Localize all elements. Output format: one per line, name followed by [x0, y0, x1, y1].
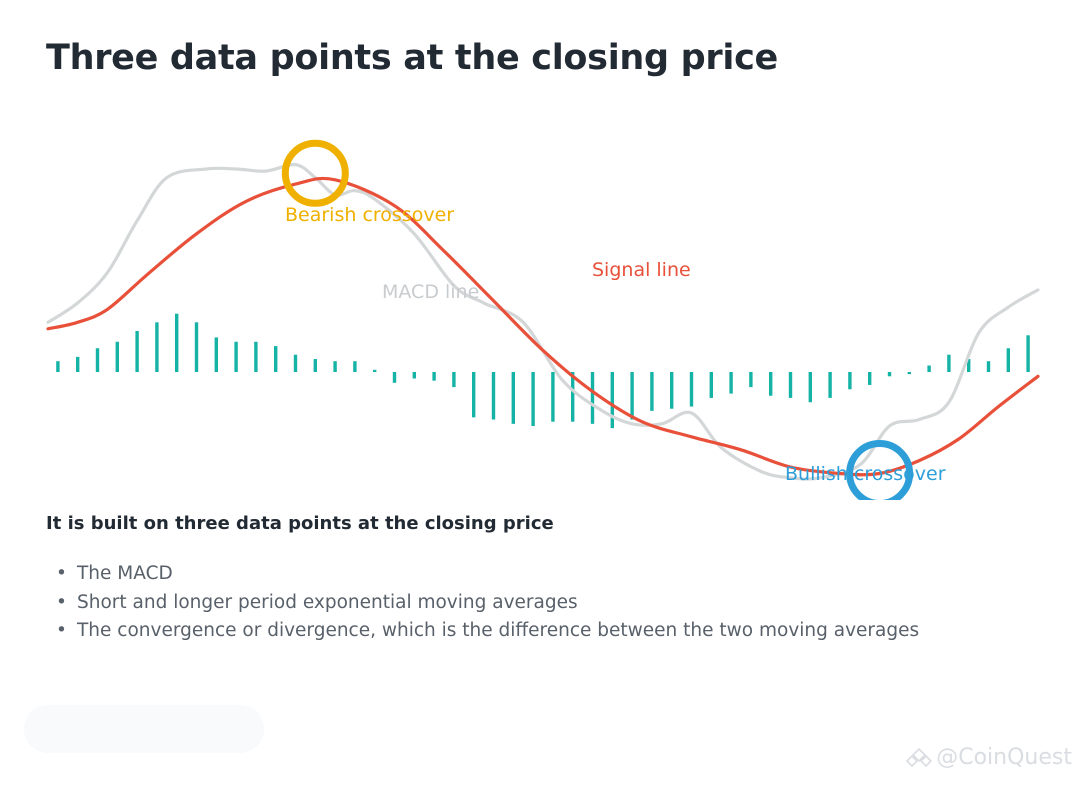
page-title: Three data points at the closing price: [46, 38, 778, 78]
bullet-text: Short and longer period exponential movi…: [77, 591, 578, 613]
bullet-list: • The MACD • Short and longer period expon…: [56, 560, 919, 646]
bullet-item: • The MACD: [56, 560, 919, 589]
bearish-crossover-label: Bearish crossover: [285, 204, 454, 226]
macd-line-label: MACD line: [382, 281, 479, 303]
bullet-dot: •: [56, 563, 67, 584]
bullish-crossover-marker: [846, 440, 914, 500]
bullet-dot: •: [56, 591, 67, 613]
bullish-crossover-label: Bullish crossover: [785, 463, 946, 485]
signal-line: [46, 176, 1040, 477]
bearish-crossover-marker: [281, 139, 349, 207]
section-subheading: It is built on three data points at the …: [46, 513, 554, 534]
signal-line-label: Signal line: [592, 259, 691, 281]
macd-line: [46, 162, 1040, 481]
watermark: @CoinQuest: [906, 745, 1072, 770]
bullet-dot: •: [56, 620, 67, 641]
bullet-text: The MACD: [77, 563, 173, 584]
blurred-placeholder: [24, 705, 264, 753]
bullet-item: • The convergence or divergence, which is…: [56, 617, 919, 646]
bullet-text: The convergence or divergence, which is …: [77, 620, 920, 641]
macd-chart: Bearish crossover Signal line MACD line Bul…: [46, 139, 1040, 500]
watermark-text: @CoinQuest: [936, 745, 1072, 770]
bullet-item: • Short and longer period exponential mov…: [56, 589, 919, 618]
diamond-logo-icon: [906, 747, 933, 767]
